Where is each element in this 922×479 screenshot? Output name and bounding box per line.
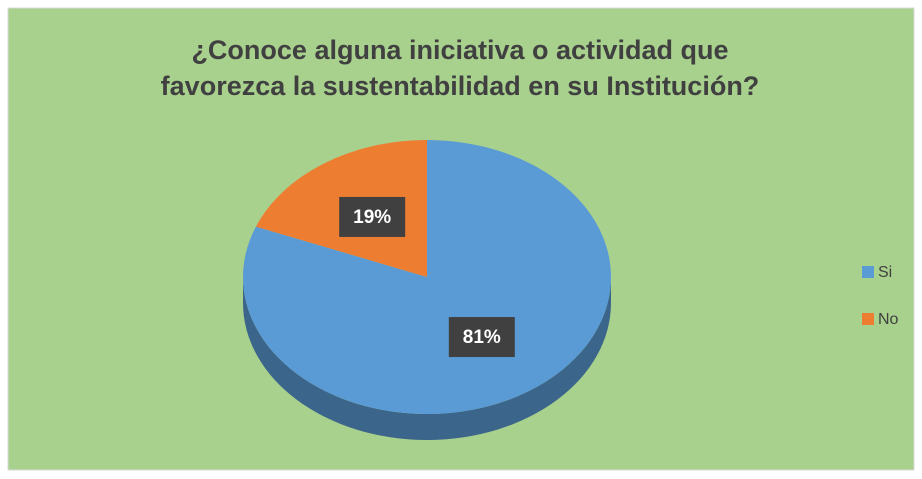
data-label: 81% [463,327,501,348]
legend-label: No [878,311,899,328]
data-label-box [339,196,406,237]
legend-label: Si [878,264,892,281]
legend-swatch [862,266,874,278]
chart-title: ¿Conoce alguna iniciativa o actividad qu… [191,35,728,65]
legend-swatch [862,313,874,325]
chart-title: favorezca la sustentabilidad en su Insti… [161,71,760,101]
slice-side [243,277,611,440]
data-label: 19% [353,207,391,228]
data-label-box [448,317,515,358]
